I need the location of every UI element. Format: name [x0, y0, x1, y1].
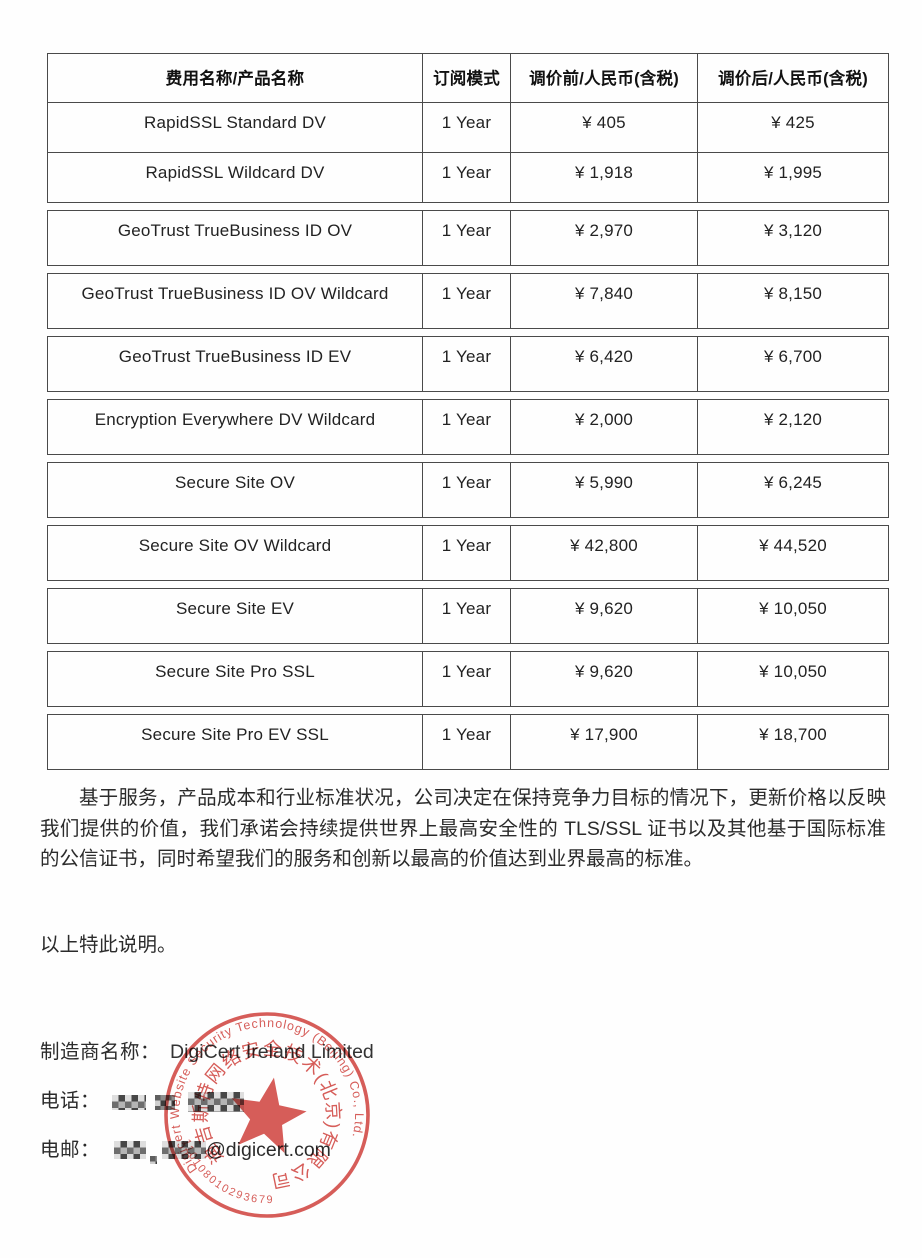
table-block: Encryption Everywhere DV Wildcard 1 Year ¥… — [47, 399, 889, 455]
table-row: Secure Site Pro SSL 1 Year ¥ 9,620 ¥ 10,050 — [48, 652, 888, 706]
closing-note: 以上特此说明。 — [40, 934, 177, 956]
table-block: GeoTrust TrueBusiness ID OV Wildcard 1 Ye… — [47, 273, 889, 329]
manufacturer-line: 制造商名称： DigiCert Ireland Limited — [40, 1035, 374, 1064]
cell-term: 1 Year — [422, 463, 510, 517]
cell-price-before: ¥ 2,970 — [510, 211, 697, 265]
table-block: Secure Site Pro EV SSL 1 Year ¥ 17,900 ¥ 18… — [47, 714, 889, 770]
cell-price-after: ¥ 6,700 — [697, 337, 888, 391]
cell-product: RapidSSL Wildcard DV — [145, 163, 325, 182]
email-label: 电邮： — [40, 1139, 101, 1161]
cell-term: 1 Year — [422, 103, 510, 152]
cell-term: 1 Year — [422, 715, 510, 769]
table-row: RapidSSL Wildcard DV 1 Year ¥ 1,918 ¥ 1,995 — [48, 152, 888, 202]
cell-price-after: ¥ 10,050 — [697, 652, 888, 706]
table-row: GeoTrust TrueBusiness ID EV 1 Year ¥ 6,420… — [48, 337, 888, 391]
cell-product: Secure Site OV Wildcard — [138, 536, 332, 555]
table-block: Secure Site Pro SSL 1 Year ¥ 9,620 ¥ 10,050 — [47, 651, 889, 707]
table-block: Secure Site OV Wildcard 1 Year ¥ 42,800 ¥ 4… — [47, 525, 889, 581]
cell-price-before: ¥ 6,420 — [510, 337, 697, 391]
redacted-phone-mosaic — [155, 1095, 176, 1110]
cell-term: 1 Year — [422, 337, 510, 391]
manufacturer-label: 制造商名称： — [40, 1041, 161, 1063]
header-term: 订阅模式 — [422, 54, 510, 102]
cell-product: RapidSSL Standard DV — [144, 113, 326, 132]
table-block: GeoTrust TrueBusiness ID OV 1 Year ¥ 2,970… — [47, 210, 889, 266]
cell-price-before: ¥ 2,000 — [510, 400, 697, 454]
cell-price-before: ¥ 17,900 — [510, 715, 697, 769]
cell-term: 1 Year — [422, 400, 510, 454]
cell-product: Secure Site Pro SSL — [155, 662, 315, 681]
cell-price-before: ¥ 405 — [510, 103, 697, 152]
cell-product: GeoTrust TrueBusiness ID OV — [117, 221, 353, 240]
cell-product: Secure Site Pro EV SSL — [141, 725, 329, 744]
table-row: GeoTrust TrueBusiness ID OV 1 Year ¥ 2,970… — [48, 211, 888, 265]
cell-term: 1 Year — [422, 652, 510, 706]
table-block: GeoTrust TrueBusiness ID EV 1 Year ¥ 6,420… — [47, 336, 889, 392]
cell-price-after: ¥ 18,700 — [697, 715, 888, 769]
cell-product: GeoTrust TrueBusiness ID OV Wildcard — [81, 284, 389, 303]
cell-price-before: ¥ 1,918 — [510, 153, 697, 202]
redacted-phone-mosaic — [188, 1092, 245, 1112]
cell-product: Secure Site OV — [175, 473, 295, 492]
cell-term: 1 Year — [422, 211, 510, 265]
cell-price-after: ¥ 8,150 — [697, 274, 888, 328]
cell-price-after: ¥ 1,995 — [697, 153, 888, 202]
cell-product: Secure Site EV — [175, 599, 295, 618]
cell-price-after: ¥ 3,120 — [697, 211, 888, 265]
header-price-before: 调价前/人民币(含税) — [510, 54, 697, 102]
table-block: Secure Site OV 1 Year ¥ 5,990 ¥ 6,245 — [47, 462, 889, 518]
cell-price-after: ¥ 10,050 — [697, 589, 888, 643]
cell-term: 1 Year — [422, 274, 510, 328]
table-block: 费用名称/产品名称 订阅模式 调价前/人民币(含税) 调价后/人民币(含税) Rapid… — [47, 53, 889, 203]
table-row: Secure Site OV 1 Year ¥ 5,990 ¥ 6,245 — [48, 463, 888, 517]
cell-price-before: ¥ 5,990 — [510, 463, 697, 517]
email-domain: @digicert.com — [206, 1139, 331, 1161]
cell-price-before: ¥ 9,620 — [510, 589, 697, 643]
redacted-phone-mosaic — [112, 1095, 147, 1110]
table-row: Secure Site EV 1 Year ¥ 9,620 ¥ 10,050 — [48, 589, 888, 643]
cell-price-after: ¥ 425 — [697, 103, 888, 152]
cell-price-after: ¥ 6,245 — [697, 463, 888, 517]
redacted-email-mosaic — [162, 1141, 207, 1159]
table-row: Secure Site OV Wildcard 1 Year ¥ 42,800 ¥ 4… — [48, 526, 888, 580]
cell-price-before: ¥ 7,840 — [510, 274, 697, 328]
redacted-email-mosaic — [150, 1156, 158, 1164]
email-line: 电邮： @digicert.com — [40, 1133, 331, 1164]
table-row: 费用名称/产品名称 订阅模式 调价前/人民币(含税) 调价后/人民币(含税) — [48, 54, 888, 102]
cell-price-after: ¥ 44,520 — [697, 526, 888, 580]
cell-term: 1 Year — [422, 526, 510, 580]
table-row: GeoTrust TrueBusiness ID OV Wildcard 1 Ye… — [48, 274, 888, 328]
redacted-email-mosaic — [114, 1141, 147, 1159]
phone-line: 电话： — [40, 1084, 245, 1113]
cell-product: Encryption Everywhere DV Wildcard — [94, 410, 376, 429]
cell-price-after: ¥ 2,120 — [697, 400, 888, 454]
table-row: Secure Site Pro EV SSL 1 Year ¥ 17,900 ¥ 18… — [48, 715, 888, 769]
manufacturer-value: DigiCert Ireland Limited — [170, 1041, 374, 1063]
cell-product: GeoTrust TrueBusiness ID EV — [118, 347, 352, 366]
table-row: Encryption Everywhere DV Wildcard 1 Year ¥… — [48, 400, 888, 454]
body-paragraph: 基于服务，产品成本和行业标准状况，公司决定在保持竞争力目标的情况下，更新价格以反… — [40, 787, 886, 870]
table-block: Secure Site EV 1 Year ¥ 9,620 ¥ 10,050 — [47, 588, 889, 644]
price-table: 费用名称/产品名称 订阅模式 调价前/人民币(含税) 调价后/人民币(含税) Rapid… — [47, 53, 889, 777]
header-price-after: 调价后/人民币(含税) — [697, 54, 888, 102]
header-product: 费用名称/产品名称 — [165, 70, 305, 88]
cell-term: 1 Year — [422, 589, 510, 643]
table-row: RapidSSL Standard DV 1 Year ¥ 405 ¥ 425 — [48, 102, 888, 152]
cell-term: 1 Year — [422, 153, 510, 202]
phone-label: 电话： — [40, 1090, 101, 1112]
cell-price-before: ¥ 42,800 — [510, 526, 697, 580]
cell-price-before: ¥ 9,620 — [510, 652, 697, 706]
